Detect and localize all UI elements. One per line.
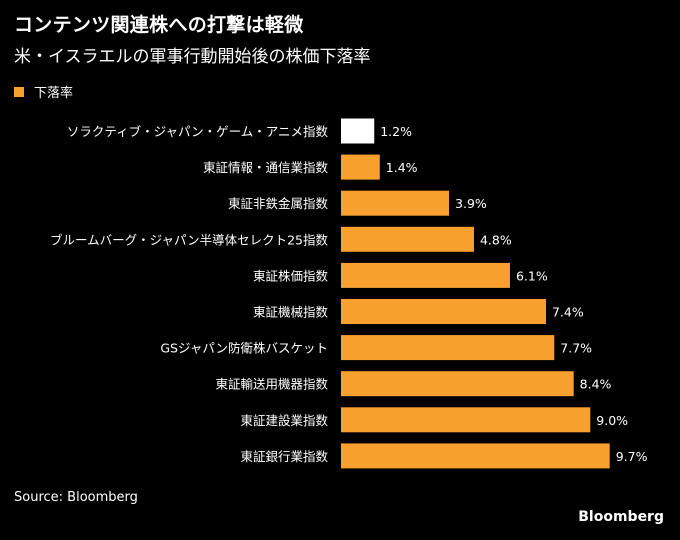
category-label: 東証株価指数	[253, 268, 329, 283]
value-label: 7.7%	[560, 341, 592, 356]
legend: 下落率	[14, 82, 73, 101]
bar	[341, 335, 555, 361]
bar	[341, 190, 450, 216]
category-label: 東証輸送用機器指数	[215, 377, 328, 392]
bar	[341, 299, 546, 324]
bar	[341, 371, 574, 397]
bar	[341, 443, 610, 469]
category-label: GSジャパン防衛株バスケット	[160, 341, 328, 356]
legend-label: 下落率	[34, 86, 74, 101]
bar	[341, 262, 510, 288]
bar	[341, 407, 591, 433]
value-label: 9.0%	[596, 413, 628, 428]
legend-swatch	[14, 86, 24, 97]
category-label: 東証銀行業指数	[240, 449, 328, 464]
value-label: 6.1%	[516, 268, 548, 283]
category-label: ソラクティブ・ジャパン・ゲーム・アニメ指数	[67, 124, 329, 139]
bar	[341, 118, 375, 144]
bar	[341, 154, 380, 180]
value-label: 3.9%	[455, 196, 487, 211]
category-label: 東証建設業指数	[240, 413, 328, 428]
category-label: ブルームバーグ・ジャパン半導体セレクト25指数	[50, 232, 329, 247]
source-note: Source: Bloomberg	[14, 490, 138, 505]
category-label: 東証機械指数	[253, 305, 329, 320]
value-label: 7.4%	[552, 305, 584, 320]
value-label: 9.7%	[616, 449, 648, 464]
bloomberg-logo: Bloomberg	[578, 509, 664, 525]
chart-title: コンテンツ関連株への打撃は軽微	[14, 14, 304, 36]
category-label: 東証情報・通信業指数	[203, 160, 329, 175]
chart-subtitle: 米・イスラエルの軍事行動開始後の株価下落率	[14, 47, 371, 67]
value-label: 1.4%	[386, 160, 418, 175]
value-label: 1.2%	[380, 124, 412, 139]
value-label: 4.8%	[480, 232, 512, 247]
category-label: 東証非鉄金属指数	[228, 196, 329, 211]
value-label: 8.4%	[580, 377, 612, 392]
bar	[341, 226, 474, 252]
